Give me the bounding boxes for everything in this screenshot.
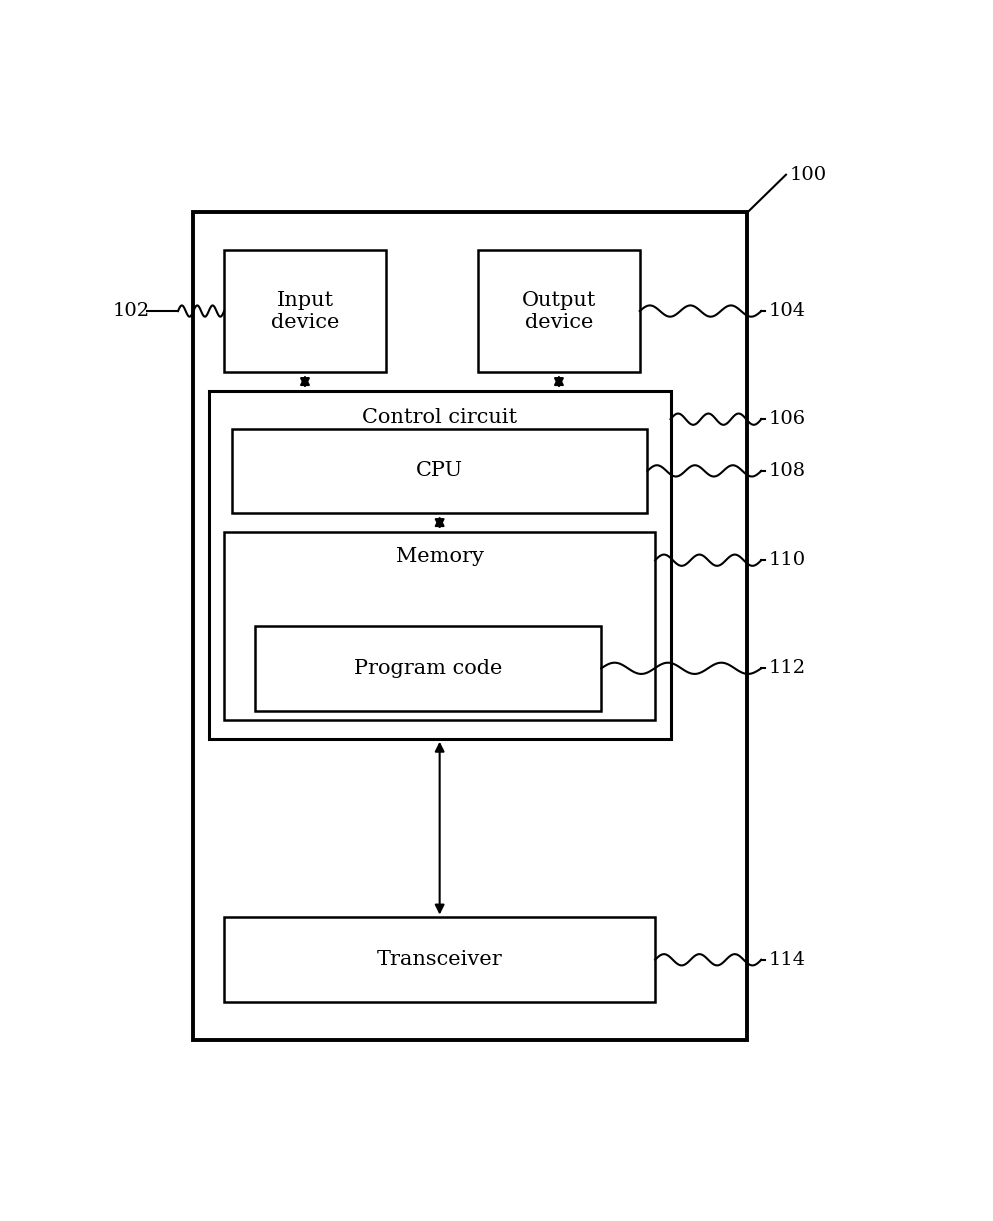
Bar — [224, 532, 655, 720]
Bar — [224, 917, 655, 1002]
Text: CPU: CPU — [416, 462, 463, 480]
Text: 106: 106 — [769, 410, 806, 429]
Text: Transceiver: Transceiver — [376, 950, 502, 969]
Text: Control circuit: Control circuit — [362, 408, 517, 427]
Text: 110: 110 — [769, 551, 806, 569]
Text: 108: 108 — [769, 462, 806, 480]
Text: 102: 102 — [112, 302, 150, 320]
Text: 112: 112 — [769, 659, 806, 678]
Bar — [194, 212, 748, 1040]
Bar — [479, 250, 639, 372]
Text: Input
device: Input device — [271, 291, 340, 332]
Text: Output
device: Output device — [521, 291, 596, 332]
Text: Program code: Program code — [354, 659, 502, 678]
Text: 100: 100 — [789, 166, 827, 183]
Bar — [231, 429, 647, 513]
Bar — [209, 391, 670, 739]
Bar — [224, 250, 385, 372]
Bar — [255, 626, 601, 711]
Text: 114: 114 — [769, 951, 806, 968]
Text: Memory: Memory — [395, 547, 484, 567]
Text: 104: 104 — [769, 302, 806, 320]
